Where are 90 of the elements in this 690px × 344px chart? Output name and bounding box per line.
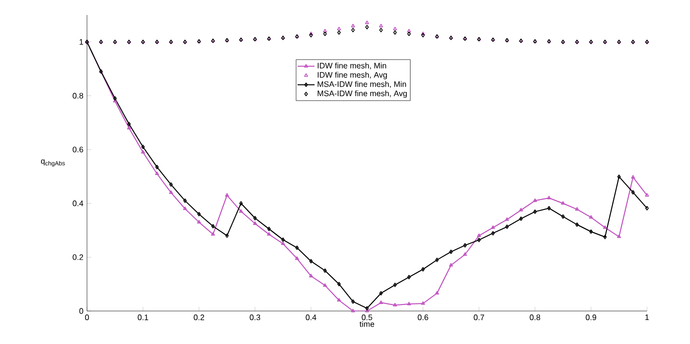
point <box>309 274 313 278</box>
point <box>337 282 341 286</box>
point <box>491 225 495 229</box>
point <box>323 32 327 36</box>
point <box>407 28 411 32</box>
point <box>253 216 257 220</box>
point <box>155 164 159 170</box>
point <box>603 225 607 229</box>
point <box>589 229 593 234</box>
point <box>323 28 327 32</box>
point <box>603 234 607 240</box>
point <box>463 243 467 248</box>
point <box>407 32 411 36</box>
point <box>575 207 579 211</box>
point <box>113 96 117 101</box>
point <box>169 182 173 187</box>
point <box>309 259 313 264</box>
point <box>211 224 215 228</box>
point <box>379 24 383 28</box>
point <box>351 299 355 304</box>
point <box>225 193 229 197</box>
point <box>365 306 369 310</box>
point <box>211 232 215 236</box>
point <box>351 308 355 312</box>
point <box>393 302 397 306</box>
point <box>505 224 509 229</box>
point <box>407 302 411 306</box>
point <box>113 98 117 102</box>
point <box>295 246 299 250</box>
point <box>449 250 453 254</box>
point <box>141 144 145 150</box>
point <box>337 298 341 302</box>
point <box>337 30 341 35</box>
point <box>365 308 369 312</box>
point <box>267 226 271 232</box>
point <box>393 282 397 288</box>
point <box>197 220 201 224</box>
point <box>281 238 285 242</box>
point <box>295 256 299 260</box>
point <box>197 212 201 216</box>
point <box>365 20 369 24</box>
point <box>379 28 383 32</box>
point <box>393 26 397 30</box>
point <box>561 214 565 219</box>
point <box>379 300 383 304</box>
point <box>533 210 537 214</box>
point <box>533 198 537 202</box>
point <box>449 263 453 267</box>
point <box>477 238 481 242</box>
point <box>239 201 243 206</box>
point <box>435 291 439 295</box>
point <box>365 24 369 30</box>
point <box>631 190 635 195</box>
point <box>575 222 579 227</box>
point <box>519 208 523 212</box>
point <box>589 215 593 219</box>
point <box>407 274 411 280</box>
point <box>239 209 243 213</box>
point <box>127 126 131 130</box>
point <box>155 172 159 176</box>
point <box>337 26 341 30</box>
point <box>561 201 565 205</box>
point <box>505 217 509 221</box>
point <box>631 175 635 179</box>
point <box>617 174 621 179</box>
point <box>323 283 327 287</box>
point <box>351 24 355 28</box>
point <box>169 190 173 194</box>
point <box>421 267 425 272</box>
point <box>463 252 467 256</box>
point <box>435 258 439 262</box>
point <box>477 233 481 237</box>
point <box>323 268 327 273</box>
point <box>547 206 551 210</box>
point <box>183 206 187 210</box>
point <box>127 122 131 126</box>
point <box>267 232 271 236</box>
point <box>183 198 187 203</box>
point <box>379 291 383 296</box>
point <box>421 301 425 305</box>
point <box>491 231 495 236</box>
point <box>253 221 257 225</box>
point <box>393 30 397 35</box>
point <box>141 150 145 154</box>
point <box>281 242 285 246</box>
point <box>617 234 621 238</box>
point <box>351 28 355 32</box>
point <box>519 216 523 221</box>
point <box>547 196 551 200</box>
point <box>225 233 229 238</box>
